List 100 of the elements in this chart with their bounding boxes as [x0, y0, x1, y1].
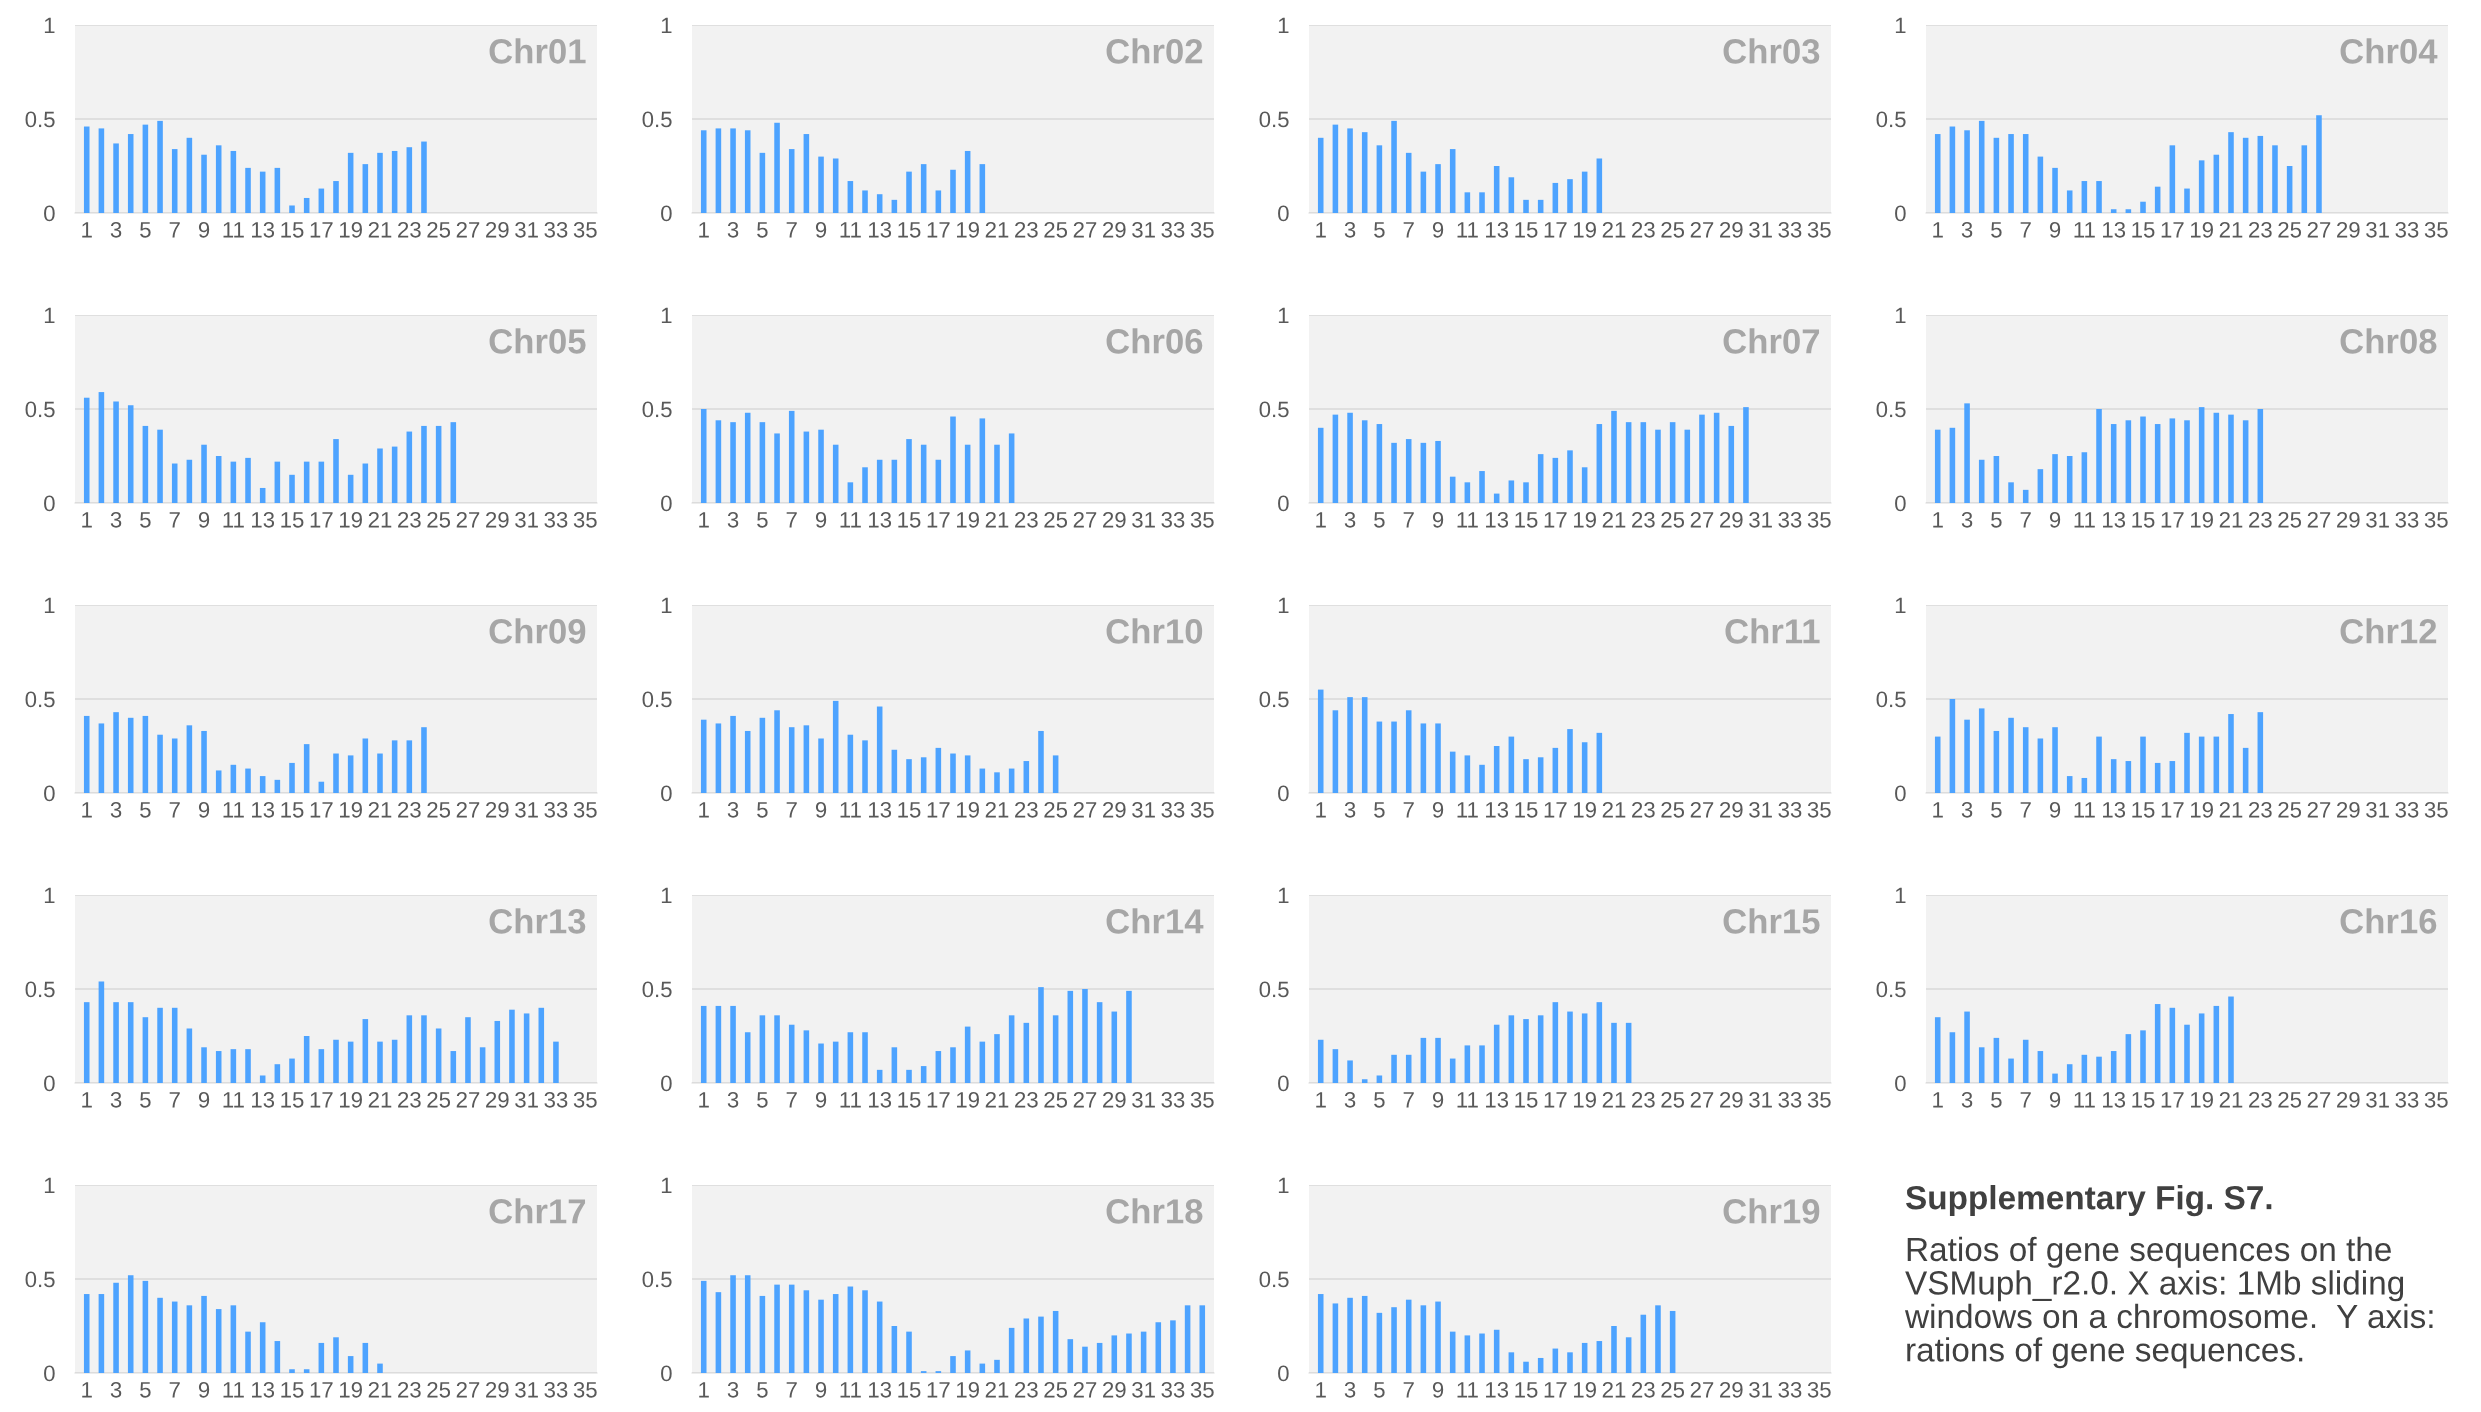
bar: [494, 1020, 501, 1083]
x-tick-label: 35: [573, 1091, 597, 1108]
bar: [2242, 747, 2249, 793]
bar: [1567, 1011, 1573, 1083]
x-tick-label: 31: [1749, 511, 1772, 528]
bar: [157, 734, 163, 793]
bar: [1391, 721, 1397, 793]
x-tick-label: 31: [1132, 1091, 1155, 1108]
bar: [700, 1005, 707, 1083]
x-tick-label: 13: [2103, 801, 2126, 818]
bar: [715, 723, 722, 793]
bar: [245, 457, 251, 503]
x-tick-label: 13: [869, 1381, 892, 1398]
x-tick-label: 15: [1515, 222, 1538, 238]
bar: [1391, 1054, 1397, 1083]
y-tick-label: 0.5: [1876, 401, 1906, 418]
bar: [289, 1369, 295, 1373]
bar: [362, 738, 369, 793]
x-tick-label: 7: [1403, 802, 1414, 818]
x-tick-label: 5: [140, 512, 151, 528]
bar: [1170, 1320, 1176, 1373]
x-tick-label: 15: [898, 802, 921, 818]
x-tick-label: 21: [985, 511, 1009, 528]
bar: [83, 1294, 90, 1373]
bar: [377, 448, 383, 503]
bar: [259, 1075, 266, 1083]
bar: [2081, 181, 2088, 213]
bar: [2037, 738, 2044, 793]
x-tick-label: 15: [1515, 802, 1538, 818]
y-tick-label: 1: [44, 17, 55, 34]
chart-title: Chr02: [1106, 38, 1203, 64]
x-tick-label: 9: [815, 221, 827, 238]
x-tick-label: 23: [1015, 1091, 1038, 1108]
x-tick-label: 17: [927, 222, 950, 238]
bar: [377, 753, 383, 793]
bar: [1347, 128, 1353, 213]
x-tick-label: 31: [1749, 801, 1772, 818]
bar: [2154, 424, 2161, 503]
x-tick-label: 9: [1432, 1381, 1444, 1398]
chart-title: Chr04: [2340, 38, 2438, 64]
x-tick-label: 25: [1044, 511, 1068, 528]
x-tick-label: 5: [1374, 512, 1385, 528]
bar: [377, 1363, 383, 1373]
y-tick-label: 0.5: [642, 401, 672, 418]
x-tick-label: 5: [1374, 1382, 1385, 1398]
y-tick-label: 0: [1278, 205, 1289, 222]
chart-title: Chr13: [489, 908, 586, 934]
bar: [803, 1290, 810, 1373]
bar: [1317, 427, 1324, 503]
x-tick-label: 11: [2074, 222, 2095, 238]
bar: [421, 141, 427, 213]
x-tick-label: 31: [2366, 221, 2389, 238]
chart-title: Chr18: [1106, 1198, 1203, 1224]
bar: [435, 1028, 442, 1083]
x-tick-label: 1: [699, 512, 709, 528]
x-tick-label: 1: [82, 802, 92, 818]
chart-title: Chr01: [489, 38, 586, 64]
x-tick-label: 15: [1515, 512, 1538, 528]
bar: [906, 1069, 912, 1083]
y-tick-label: 1: [1278, 17, 1289, 34]
bar: [83, 1002, 90, 1083]
x-tick-label: 9: [198, 511, 210, 528]
x-tick-label: 35: [2424, 1091, 2448, 1108]
y-tick-label: 0: [44, 785, 55, 802]
bar: [1405, 710, 1412, 793]
bar: [523, 1013, 530, 1083]
bar: [759, 1295, 766, 1373]
bar: [406, 1015, 413, 1083]
x-tick-label: 13: [869, 1091, 892, 1108]
y-tick-label: 0: [1278, 1365, 1289, 1382]
bar: [1067, 1339, 1074, 1373]
x-tick-label: 35: [1190, 511, 1214, 528]
bar: [230, 1049, 237, 1083]
x-tick-label: 3: [110, 221, 122, 238]
x-tick-label: 7: [1403, 1382, 1414, 1398]
y-tick-label: 0.5: [1876, 111, 1906, 128]
y-tick-label: 1: [1895, 17, 1906, 34]
x-tick-label: 3: [727, 1091, 739, 1108]
x-tick-label: 19: [2191, 221, 2213, 238]
bar: [862, 1032, 868, 1083]
x-tick-label: 5: [757, 1092, 768, 1108]
x-tick-label: 33: [1161, 1381, 1185, 1398]
x-tick-label: 13: [252, 801, 275, 818]
x-tick-label: 23: [2249, 221, 2272, 238]
x-tick-label: 17: [2161, 802, 2184, 818]
bar: [406, 147, 413, 213]
bar: [788, 149, 795, 213]
bar: [1699, 414, 1705, 503]
y-tick-label: 0.5: [1876, 981, 1906, 998]
x-tick-label: 23: [398, 221, 421, 238]
bar: [1479, 764, 1485, 793]
bar: [201, 730, 207, 793]
y-tick-label: 1: [1278, 887, 1289, 904]
x-tick-label: 33: [544, 801, 568, 818]
x-tick-label: 9: [1432, 801, 1444, 818]
y-tick-label: 0.5: [1259, 401, 1289, 418]
x-tick-label: 3: [727, 801, 739, 818]
bar: [2213, 1005, 2220, 1083]
x-tick-label: 7: [2020, 222, 2031, 238]
y-tick-label: 1: [44, 1177, 55, 1194]
